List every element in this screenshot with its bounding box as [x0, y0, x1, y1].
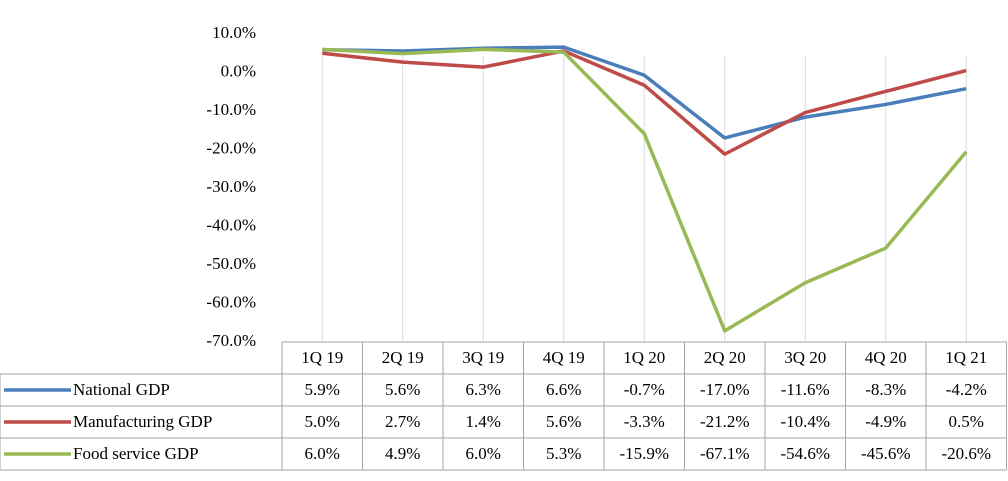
legend-label: Food service GDP [73, 444, 199, 463]
data-label: 2.7% [385, 412, 420, 431]
y-tick-label: -40.0% [206, 215, 256, 234]
data-label: 0.5% [949, 412, 984, 431]
data-label: -11.6% [781, 380, 830, 399]
data-label: -10.4% [780, 412, 830, 431]
series-line [322, 47, 968, 333]
y-tick-label: 0.0% [221, 61, 256, 80]
data-label: -4.9% [865, 412, 906, 431]
x-tick-label: 4Q 20 [865, 348, 907, 367]
y-tick-label: -30.0% [206, 177, 256, 196]
legend-label: National GDP [73, 380, 170, 399]
data-label: -17.0% [700, 380, 750, 399]
x-tick-label: 1Q 21 [945, 348, 987, 367]
data-label: 4.9% [385, 444, 420, 463]
data-label: 5.6% [546, 412, 581, 431]
data-label: -4.2% [946, 380, 987, 399]
data-label: 5.0% [305, 412, 340, 431]
x-tick-label: 3Q 20 [784, 348, 826, 367]
data-label: -15.9% [619, 444, 669, 463]
data-label: -3.3% [624, 412, 665, 431]
y-tick-label: -70.0% [206, 331, 256, 350]
y-tick-label: -20.0% [206, 138, 256, 157]
data-label: -45.6% [861, 444, 911, 463]
data-label: -67.1% [700, 444, 750, 463]
series-line [322, 45, 967, 140]
x-tick-label: 2Q 20 [704, 348, 746, 367]
data-label: -54.6% [780, 444, 830, 463]
data-label: 6.6% [546, 380, 581, 399]
y-tick-label: -50.0% [206, 254, 256, 273]
data-label: 1.4% [466, 412, 501, 431]
data-label: -20.6% [941, 444, 991, 463]
y-tick-label: -60.0% [206, 292, 256, 311]
data-label: -8.3% [865, 380, 906, 399]
x-tick-label: 1Q 19 [301, 348, 343, 367]
x-tick-label: 1Q 20 [623, 348, 665, 367]
data-label: 5.3% [546, 444, 581, 463]
data-label: 6.3% [466, 380, 501, 399]
x-tick-label: 2Q 19 [382, 348, 424, 367]
data-label: 5.9% [305, 380, 340, 399]
series-line [322, 49, 967, 156]
data-label: 6.0% [466, 444, 501, 463]
x-tick-label: 3Q 19 [462, 348, 504, 367]
y-tick-label: 10.0% [212, 23, 256, 42]
data-label: 5.6% [385, 380, 420, 399]
legend-label: Manufacturing GDP [73, 412, 212, 431]
y-tick-label: -10.0% [206, 100, 256, 119]
data-label: -21.2% [700, 412, 750, 431]
data-label: 6.0% [305, 444, 340, 463]
x-tick-label: 4Q 19 [543, 348, 585, 367]
data-label: -0.7% [624, 380, 665, 399]
